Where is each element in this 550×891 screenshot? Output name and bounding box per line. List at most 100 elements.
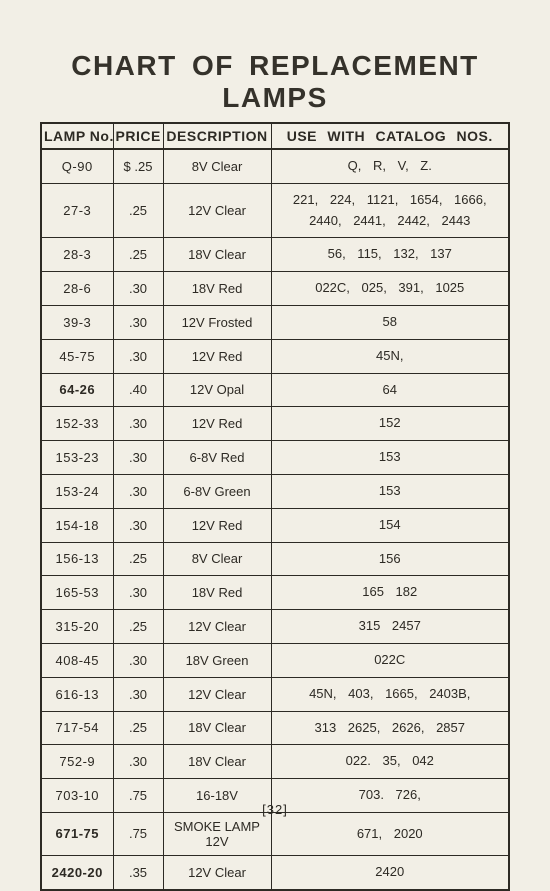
table-row: 156-13.258V Clear156 <box>41 542 509 576</box>
cell-lamp-no: 752-9 <box>41 745 113 779</box>
cell-description: 18V Red <box>163 272 271 306</box>
cell-catalog-nos: 153 <box>271 441 509 475</box>
cell-catalog-nos: 152 <box>271 407 509 441</box>
table-row: 616-13.3012V Clear45N, 403, 1665, 2403B, <box>41 677 509 711</box>
table-row: Q-90$ .258V ClearQ, R, V, Z. <box>41 149 509 183</box>
col-header-price: PRICE <box>113 123 163 149</box>
cell-description: 8V Clear <box>163 149 271 183</box>
cell-price: .25 <box>113 238 163 272</box>
table-row: 165-53.3018V Red165 182 <box>41 576 509 610</box>
cell-price: .30 <box>113 474 163 508</box>
cell-description: 18V Clear <box>163 745 271 779</box>
cell-lamp-no: 45-75 <box>41 339 113 373</box>
table-row: 39-3.3012V Frosted58 <box>41 305 509 339</box>
table-row: 408-45.3018V Green022C <box>41 643 509 677</box>
cell-description: 12V Red <box>163 407 271 441</box>
cell-lamp-no: 154-18 <box>41 508 113 542</box>
col-header-catalog-nos: USE WITH CATALOG NOS. <box>271 123 509 149</box>
cell-catalog-nos: 45N, <box>271 339 509 373</box>
cell-lamp-no: 165-53 <box>41 576 113 610</box>
table-row: 28-6.3018V Red022C, 025, 391, 1025 <box>41 272 509 306</box>
table-row: 153-23.306-8V Red153 <box>41 441 509 475</box>
table-body: Q-90$ .258V ClearQ, R, V, Z.27-3.2512V C… <box>41 149 509 890</box>
cell-catalog-nos: 45N, 403, 1665, 2403B, <box>271 677 509 711</box>
cell-catalog-nos: 2420 <box>271 855 509 889</box>
cell-description: 12V Clear <box>163 183 271 238</box>
table-row: 152-33.3012V Red152 <box>41 407 509 441</box>
table-row: 315-20.2512V Clear315 2457 <box>41 610 509 644</box>
table-row: 717-54.2518V Clear313 2625, 2626, 2857 <box>41 711 509 745</box>
cell-price: .30 <box>113 745 163 779</box>
cell-price: .30 <box>113 508 163 542</box>
cell-lamp-no: 27-3 <box>41 183 113 238</box>
cell-price: .30 <box>113 441 163 475</box>
cell-description: SMOKE LAMP 12V <box>163 812 271 855</box>
table-row: 2420-20.3512V Clear2420 <box>41 855 509 889</box>
cell-price: .25 <box>113 711 163 745</box>
cell-lamp-no: 408-45 <box>41 643 113 677</box>
cell-description: 12V Frosted <box>163 305 271 339</box>
cell-price: .30 <box>113 407 163 441</box>
cell-lamp-no: 39-3 <box>41 305 113 339</box>
cell-catalog-nos: 56, 115, 132, 137 <box>271 238 509 272</box>
cell-price: .30 <box>113 643 163 677</box>
cell-description: 6-8V Green <box>163 474 271 508</box>
cell-price: .30 <box>113 576 163 610</box>
cell-description: 18V Red <box>163 576 271 610</box>
cell-description: 12V Red <box>163 339 271 373</box>
cell-catalog-nos: 313 2625, 2626, 2857 <box>271 711 509 745</box>
cell-catalog-nos: 165 182 <box>271 576 509 610</box>
page-title: CHART OF REPLACEMENT LAMPS <box>40 50 510 114</box>
cell-catalog-nos: 315 2457 <box>271 610 509 644</box>
cell-lamp-no: 153-23 <box>41 441 113 475</box>
cell-lamp-no: 156-13 <box>41 542 113 576</box>
cell-lamp-no: 152-33 <box>41 407 113 441</box>
cell-price: .30 <box>113 677 163 711</box>
cell-price: .25 <box>113 183 163 238</box>
cell-lamp-no: 717-54 <box>41 711 113 745</box>
cell-lamp-no: 2420-20 <box>41 855 113 889</box>
cell-price: .25 <box>113 610 163 644</box>
cell-price: .35 <box>113 855 163 889</box>
cell-description: 18V Green <box>163 643 271 677</box>
cell-lamp-no: 28-3 <box>41 238 113 272</box>
col-header-lamp-no: LAMP No. <box>41 123 113 149</box>
col-header-description: DESCRIPTION <box>163 123 271 149</box>
cell-price: .30 <box>113 272 163 306</box>
table-row: 671-75.75SMOKE LAMP 12V671, 2020 <box>41 812 509 855</box>
cell-price: .30 <box>113 305 163 339</box>
cell-description: 12V Clear <box>163 855 271 889</box>
cell-lamp-no: 153-24 <box>41 474 113 508</box>
cell-description: 12V Opal <box>163 373 271 407</box>
cell-price: .75 <box>113 812 163 855</box>
cell-catalog-nos: 022C <box>271 643 509 677</box>
cell-description: 18V Clear <box>163 238 271 272</box>
cell-lamp-no: 315-20 <box>41 610 113 644</box>
cell-description: 6-8V Red <box>163 441 271 475</box>
table-row: 752-9.3018V Clear022. 35, 042 <box>41 745 509 779</box>
page-number: [32] <box>0 802 550 817</box>
cell-price: .40 <box>113 373 163 407</box>
cell-lamp-no: 64-26 <box>41 373 113 407</box>
table-row: 153-24.306-8V Green153 <box>41 474 509 508</box>
cell-catalog-nos: 022. 35, 042 <box>271 745 509 779</box>
cell-description: 12V Clear <box>163 677 271 711</box>
cell-lamp-no: 616-13 <box>41 677 113 711</box>
cell-description: 12V Red <box>163 508 271 542</box>
table-row: 154-18.3012V Red154 <box>41 508 509 542</box>
table-row: 45-75.3012V Red45N, <box>41 339 509 373</box>
page: CHART OF REPLACEMENT LAMPS LAMP No. PRIC… <box>0 0 550 837</box>
cell-lamp-no: 671-75 <box>41 812 113 855</box>
cell-catalog-nos: 221, 224, 1121, 1654, 1666, 2440, 2441, … <box>271 183 509 238</box>
replacement-lamps-table: LAMP No. PRICE DESCRIPTION USE WITH CATA… <box>40 122 510 891</box>
cell-catalog-nos: 022C, 025, 391, 1025 <box>271 272 509 306</box>
table-row: 27-3.2512V Clear221, 224, 1121, 1654, 16… <box>41 183 509 238</box>
table-row: 64-26.4012V Opal64 <box>41 373 509 407</box>
cell-catalog-nos: 58 <box>271 305 509 339</box>
cell-description: 8V Clear <box>163 542 271 576</box>
table-header-row: LAMP No. PRICE DESCRIPTION USE WITH CATA… <box>41 123 509 149</box>
cell-lamp-no: 28-6 <box>41 272 113 306</box>
cell-catalog-nos: Q, R, V, Z. <box>271 149 509 183</box>
cell-catalog-nos: 671, 2020 <box>271 812 509 855</box>
cell-lamp-no: Q-90 <box>41 149 113 183</box>
